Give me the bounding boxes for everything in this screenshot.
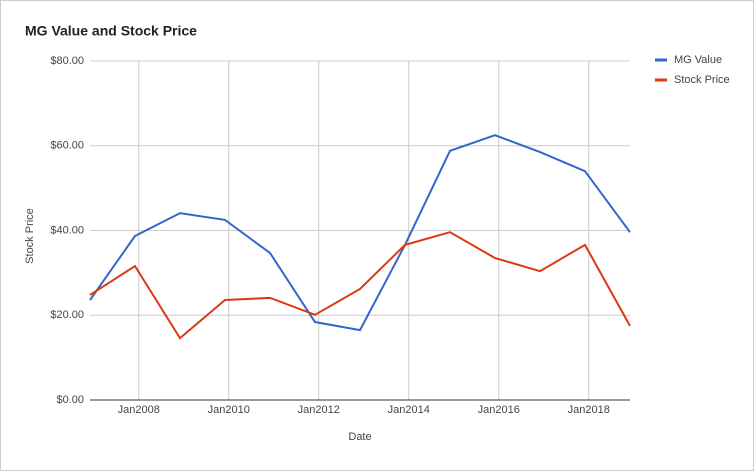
y-tick-label: $0.00	[56, 394, 84, 406]
x-tick-label: Jan2012	[298, 404, 340, 416]
x-tick-label: Jan2014	[388, 404, 430, 416]
y-axis-label: Stock Price	[24, 208, 36, 264]
y-tick-label: $80.00	[50, 55, 84, 67]
y-tick-label: $20.00	[50, 309, 84, 321]
line-series	[89, 231, 631, 340]
x-tick-label: Jan2008	[118, 404, 160, 416]
y-tick-label: $60.00	[50, 140, 84, 152]
legend-label: MG Value	[674, 54, 722, 66]
chart-title: MG Value and Stock Price	[25, 23, 197, 39]
y-tick-label: $40.00	[50, 224, 84, 236]
line-series	[89, 134, 631, 332]
legend-label: Stock Price	[674, 74, 730, 86]
x-tick-label: Jan2016	[478, 404, 520, 416]
x-tick-label: Jan2018	[568, 404, 610, 416]
x-axis-label: Date	[348, 431, 371, 443]
x-tick-label: Jan2010	[208, 404, 250, 416]
